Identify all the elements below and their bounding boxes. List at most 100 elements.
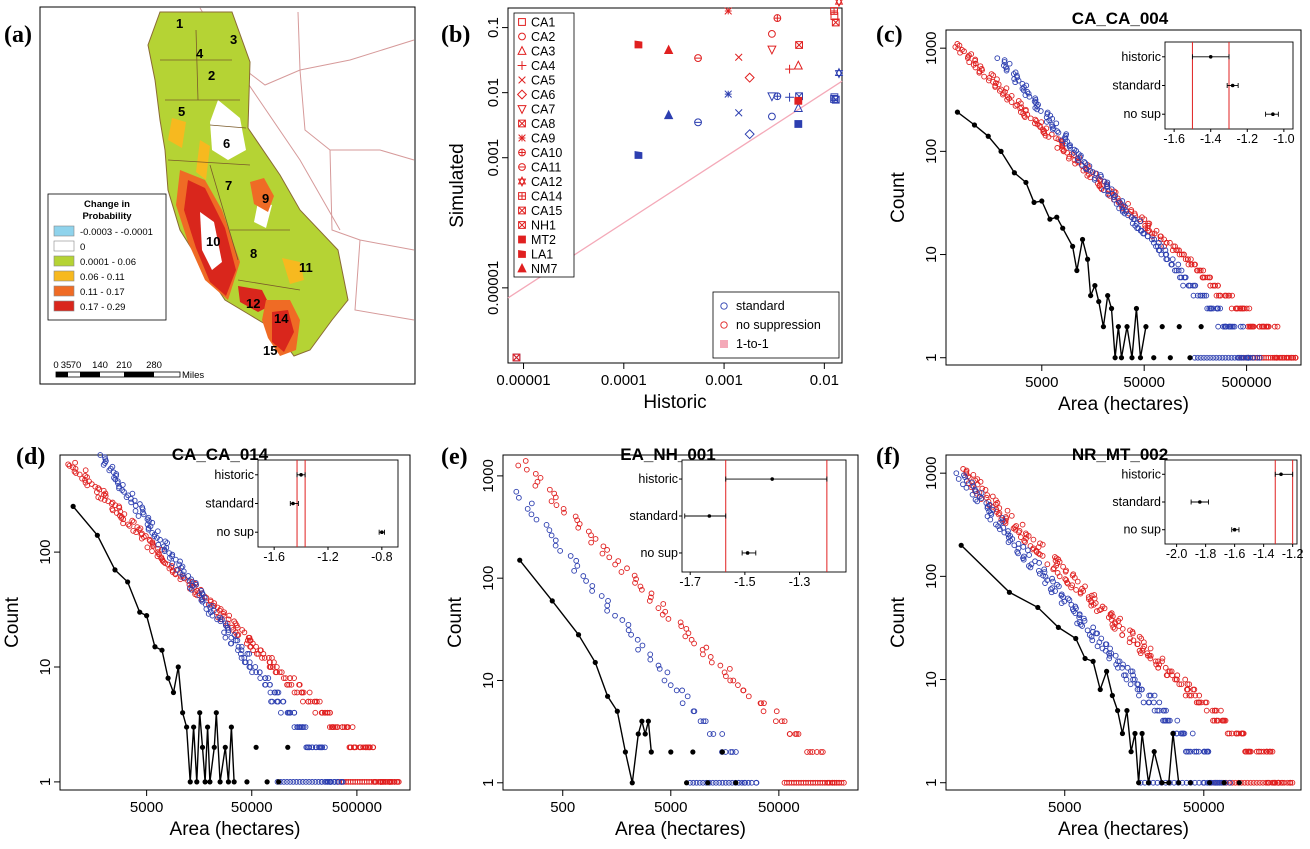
point-standard <box>984 505 991 511</box>
point-standard <box>115 478 121 485</box>
point-no-suppression <box>120 520 126 527</box>
point-no-suppression <box>1027 115 1034 122</box>
point-standard <box>1131 676 1138 683</box>
point-historic <box>217 779 223 785</box>
point-standard-CA6 <box>744 129 755 140</box>
point-no-suppression <box>101 497 108 503</box>
inset-estimate-point <box>1198 500 1202 504</box>
point-no-suppression <box>324 709 331 716</box>
inset-estimate-point <box>1230 83 1235 88</box>
point-no-suppression <box>1210 282 1216 289</box>
region-number: 4 <box>196 46 204 61</box>
point-no-suppression <box>1136 633 1143 640</box>
point-no-suppression <box>966 52 972 59</box>
point-standard <box>221 629 227 636</box>
point-no-suppression <box>333 724 340 730</box>
point-standard <box>978 495 985 501</box>
scale-number: 35 <box>61 360 72 371</box>
point-standard <box>1202 748 1208 755</box>
point-standard <box>188 576 194 583</box>
scale-bar: 0 35 70 140 210 280 Miles <box>53 360 204 381</box>
point-no-suppression <box>740 687 747 694</box>
map-legend-label: -0.0003 - -0.0001 <box>80 227 153 238</box>
point-no-suppression <box>341 724 348 730</box>
point-no-suppression <box>1200 267 1207 274</box>
point-no-suppression <box>72 459 78 466</box>
point-historic <box>954 109 961 115</box>
point-historic <box>1151 355 1157 361</box>
point-standard <box>1094 643 1101 650</box>
point-standard <box>1075 157 1081 164</box>
point-historic <box>285 744 291 750</box>
point-nosup-CA4 <box>785 64 794 74</box>
point-no-suppression <box>522 458 529 464</box>
point-standard <box>1026 93 1033 100</box>
point-no-suppression <box>1060 563 1066 570</box>
point-standard-CA2 <box>768 112 776 121</box>
point-standard <box>180 568 187 575</box>
point-no-suppression <box>1111 625 1118 632</box>
point-no-suppression <box>1188 261 1195 268</box>
legend-symbol <box>518 192 526 200</box>
point-no-suppression <box>291 689 298 696</box>
legend-site-label: CA11 <box>531 161 561 175</box>
point-no-suppression <box>1176 681 1183 688</box>
point-historic <box>1236 780 1242 786</box>
point-standard <box>1164 717 1171 724</box>
point-standard <box>1076 612 1083 619</box>
x-tick-label: 0.00001 <box>496 372 550 389</box>
point-standard <box>1213 354 1220 361</box>
point-no-suppression <box>149 548 155 554</box>
point-no-suppression <box>1190 686 1197 693</box>
y-tick-label: 0.1 <box>485 17 502 38</box>
point-standard <box>1105 188 1111 195</box>
point-no-suppression <box>144 544 151 551</box>
point-standard <box>710 731 717 737</box>
point-standard <box>1094 630 1100 637</box>
point-no-suppression <box>213 609 220 616</box>
point-standard <box>1012 69 1019 76</box>
point-no-suppression <box>574 517 580 524</box>
historic-line <box>960 544 1180 784</box>
point-no-suppression <box>94 489 100 495</box>
point-standard <box>228 634 235 641</box>
point-standard <box>144 521 151 528</box>
point-standard <box>1215 323 1222 330</box>
point-no-suppression <box>699 646 706 653</box>
point-no-suppression <box>1168 668 1175 675</box>
point-no-suppression <box>1292 354 1299 361</box>
point-no-suppression <box>129 517 136 524</box>
y-tick-label: 100 <box>923 564 940 589</box>
point-standard <box>1021 84 1027 91</box>
point-no-suppression <box>1044 561 1051 568</box>
point-no-suppression <box>1265 323 1272 330</box>
x-tick-label: 5000 <box>1048 799 1081 816</box>
point-historic <box>1108 305 1115 312</box>
point-standard <box>246 651 253 657</box>
point-standard <box>700 718 707 725</box>
x-tick-label: 500 <box>550 799 575 816</box>
point-historic <box>137 609 143 615</box>
y-axis-label: Simulated <box>447 143 468 228</box>
x-tick-label: 50000 <box>1183 799 1225 816</box>
y-tick-label: 1 <box>923 779 940 787</box>
point-no-suppression <box>226 612 233 619</box>
point-no-suppression <box>177 576 184 583</box>
point-historic <box>1060 225 1066 231</box>
point-historic <box>70 503 76 509</box>
point-standard-CA15 <box>831 95 840 104</box>
point-no-suppression <box>327 724 333 730</box>
x-axis-label: Area (hectares) <box>1058 394 1189 415</box>
point-no-suppression <box>992 84 998 90</box>
point-standard <box>1228 323 1235 330</box>
point-no-suppression <box>1021 112 1028 119</box>
point-standard <box>1036 568 1042 574</box>
point-historic <box>958 542 964 548</box>
point-no-suppression <box>370 744 377 751</box>
point-no-suppression <box>1212 707 1218 714</box>
point-no-suppression <box>1125 200 1131 207</box>
point-standard <box>202 601 209 608</box>
y-tick-label: 100 <box>480 566 497 591</box>
